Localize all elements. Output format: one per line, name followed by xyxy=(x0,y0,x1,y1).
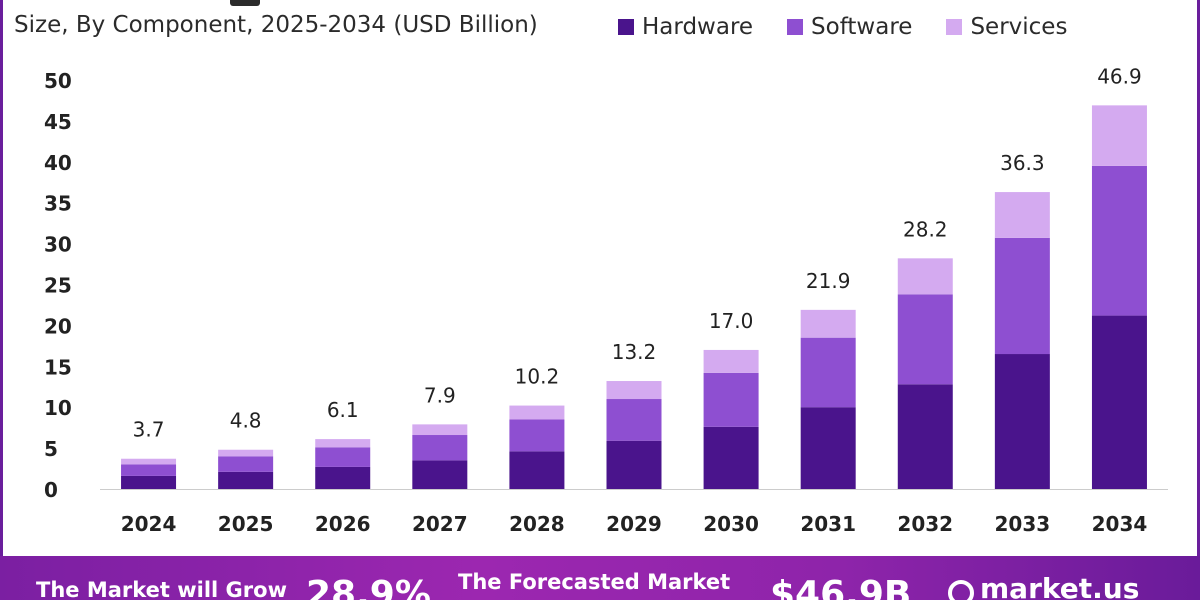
bar-total-label: 46.9 xyxy=(1097,64,1142,88)
bar-total-label: 6.1 xyxy=(327,398,359,422)
y-tick-label: 20 xyxy=(44,314,72,338)
bar-total-label: 10.2 xyxy=(515,365,560,389)
x-tick-label: 2033 xyxy=(995,512,1051,536)
brand-logo-icon xyxy=(948,580,974,600)
bar-total-label: 17.0 xyxy=(709,309,754,333)
bar-segment-hardware xyxy=(800,407,856,489)
footer-forecast-text: The Forecasted Market xyxy=(458,570,731,594)
y-tick-label: 50 xyxy=(44,69,72,93)
legend-swatch-services xyxy=(946,19,963,35)
bar-segment-hardware xyxy=(315,466,371,489)
y-tick-label: 40 xyxy=(44,151,72,175)
bar-total-label: 36.3 xyxy=(1000,151,1045,175)
legend-label-services: Services xyxy=(970,14,1068,40)
bar-total-label: 3.7 xyxy=(133,418,165,442)
legend-swatch-software xyxy=(787,19,804,35)
bar-segment-services xyxy=(218,449,274,457)
bar-segment-software xyxy=(315,447,371,467)
bar-segment-software xyxy=(800,337,856,408)
bar-segment-services xyxy=(606,381,662,400)
x-tick-label: 2026 xyxy=(315,512,371,536)
bar-total-label: 4.8 xyxy=(230,409,262,433)
bar-segment-services xyxy=(412,424,468,436)
legend-swatch-hardware xyxy=(618,19,634,35)
x-tick-label: 2024 xyxy=(121,512,177,536)
bar-segment-services xyxy=(1091,105,1147,166)
bar-segment-hardware xyxy=(994,354,1050,489)
footer-forecast-value: $46.9B xyxy=(770,574,912,600)
bar-segment-software xyxy=(703,372,759,427)
bar-total-label: 13.2 xyxy=(612,340,657,364)
y-tick-label: 5 xyxy=(44,437,58,461)
bar-segment-hardware xyxy=(412,460,468,489)
x-tick-label: 2025 xyxy=(218,512,274,536)
stacked-bar-chart: 051015202530354045503.720244.820256.1202… xyxy=(44,64,1168,536)
footer-banner: The Market will Grow 28.9% The Forecaste… xyxy=(0,556,1200,600)
bar-segment-software xyxy=(412,435,468,461)
legend-item-services: Services xyxy=(946,14,1067,40)
x-tick-label: 2030 xyxy=(703,512,759,536)
x-tick-label: 2029 xyxy=(606,512,662,536)
bar-segment-software xyxy=(994,237,1050,355)
bar-segment-services xyxy=(121,458,177,465)
bar-segment-hardware xyxy=(509,451,565,489)
x-tick-label: 2027 xyxy=(412,512,468,536)
y-tick-label: 30 xyxy=(44,233,72,257)
bar-segment-hardware xyxy=(121,475,177,489)
bar-segment-software xyxy=(218,456,274,472)
legend-label-hardware: Hardware xyxy=(642,14,754,40)
x-tick-label: 2032 xyxy=(897,512,953,536)
y-tick-label: 0 xyxy=(44,478,58,502)
bar-segment-services xyxy=(315,439,371,448)
bar-segment-hardware xyxy=(606,440,662,489)
legend: Hardware Software Services xyxy=(618,14,1067,40)
chart-subtitle: Size, By Component, 2025-2034 (USD Billi… xyxy=(14,12,538,38)
bar-segment-software xyxy=(121,464,177,476)
bar-segment-hardware xyxy=(897,384,953,489)
y-tick-label: 45 xyxy=(44,110,72,134)
bar-segment-hardware xyxy=(1091,315,1147,489)
legend-item-software: Software xyxy=(787,14,912,40)
bar-segment-hardware xyxy=(218,471,274,489)
bar-segment-software xyxy=(897,294,953,385)
chart-frame xyxy=(0,0,1200,556)
y-tick-label: 25 xyxy=(44,274,72,298)
y-tick-label: 10 xyxy=(44,396,72,420)
bar-segment-software xyxy=(509,419,565,452)
bar-total-label: 7.9 xyxy=(424,383,456,407)
brand-name: market.us xyxy=(980,572,1140,600)
bar-segment-hardware xyxy=(703,426,759,489)
bar-segment-software xyxy=(1091,165,1147,316)
bar-segment-services xyxy=(800,309,856,338)
bar-segment-services xyxy=(897,258,953,295)
bar-total-label: 28.2 xyxy=(903,217,948,241)
x-tick-label: 2028 xyxy=(509,512,565,536)
x-tick-label: 2034 xyxy=(1092,512,1148,536)
footer-grow-text: The Market will Grow xyxy=(36,578,287,600)
x-tick-label: 2031 xyxy=(800,512,856,536)
legend-label-software: Software xyxy=(811,14,913,40)
bar-segment-services xyxy=(509,405,565,420)
footer-grow-value: 28.9% xyxy=(306,574,431,600)
bar-segment-software xyxy=(606,399,662,441)
y-tick-label: 35 xyxy=(44,192,72,216)
cropped-title xyxy=(230,0,260,6)
bar-segment-services xyxy=(994,192,1050,238)
bar-total-label: 21.9 xyxy=(806,269,851,293)
legend-item-hardware: Hardware xyxy=(618,14,753,40)
y-tick-label: 15 xyxy=(44,355,72,379)
bar-segment-services xyxy=(703,349,759,373)
